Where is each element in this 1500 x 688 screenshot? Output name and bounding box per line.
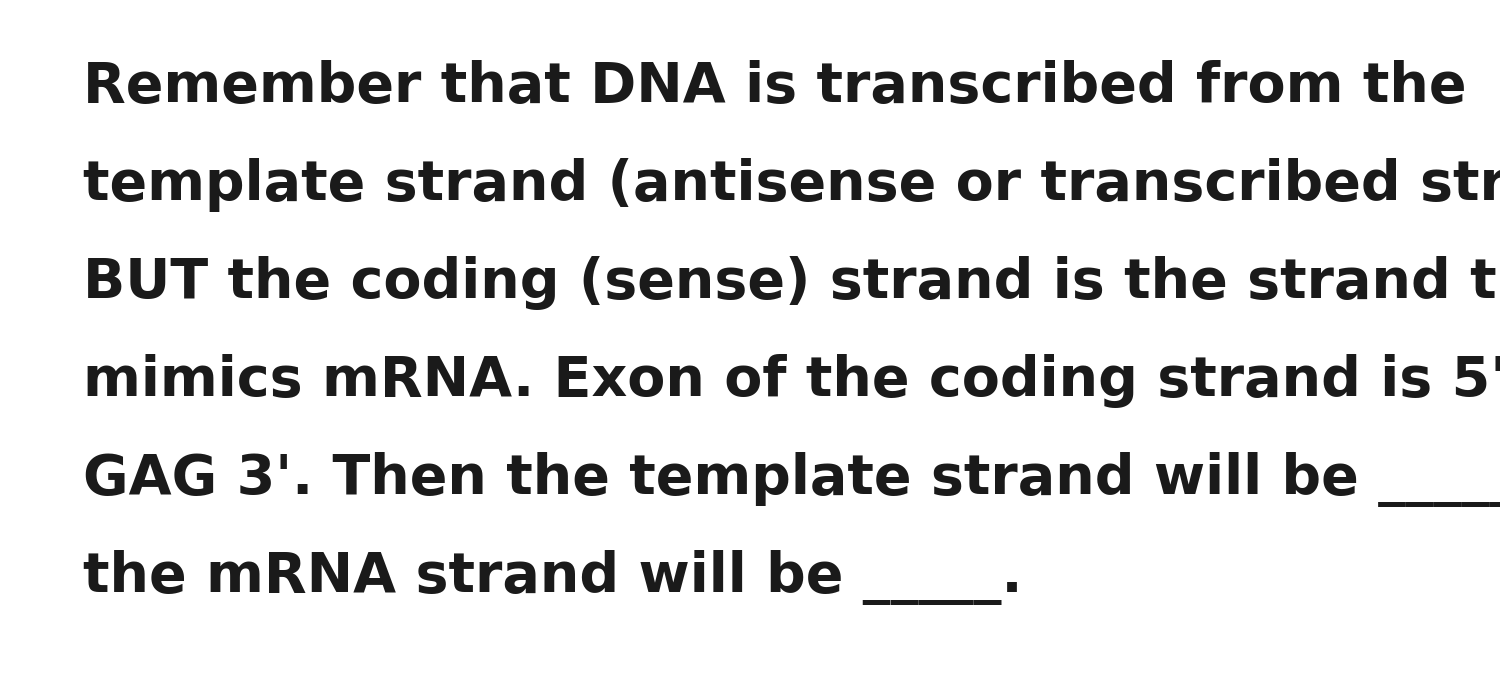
Text: mimics mRNA. Exon of the coding strand is 5' TCA: mimics mRNA. Exon of the coding strand i… [82, 354, 1500, 408]
Text: GAG 3'. Then the template strand will be _____, and: GAG 3'. Then the template strand will be… [82, 452, 1500, 507]
Text: template strand (antisense or transcribed strand): template strand (antisense or transcribe… [82, 158, 1500, 212]
Text: the mRNA strand will be _____.: the mRNA strand will be _____. [82, 550, 1023, 605]
Text: BUT the coding (sense) strand is the strand that: BUT the coding (sense) strand is the str… [82, 256, 1500, 310]
Text: Remember that DNA is transcribed from the: Remember that DNA is transcribed from th… [82, 60, 1467, 114]
